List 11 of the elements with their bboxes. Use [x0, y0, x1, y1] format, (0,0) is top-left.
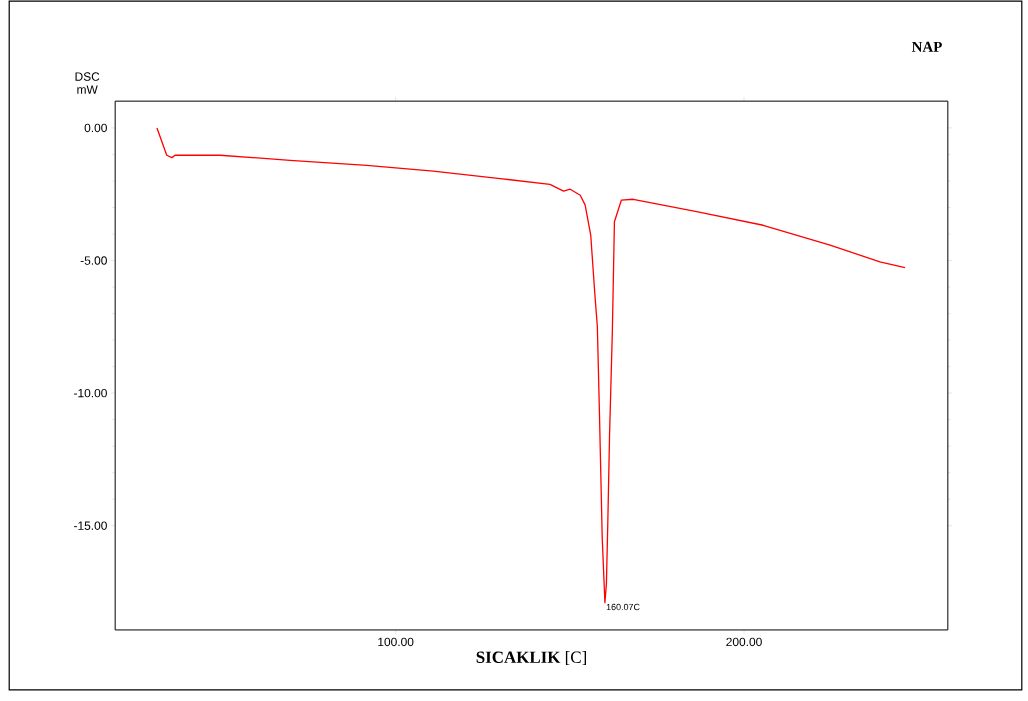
x-axis-title: SICAKLIK [C]	[476, 650, 586, 665]
y-tick-label: 0.00	[84, 123, 107, 133]
line-series	[156, 127, 906, 604]
x-tick-label: 200.00	[726, 637, 762, 647]
y-tick-label: -10.00	[74, 388, 107, 398]
y-tick-label: -15.00	[74, 521, 107, 530]
y-axis-title: DSC mW	[75, 72, 100, 94]
chart-title: NAP	[911, 41, 942, 52]
annotation: 160.07C	[606, 603, 640, 611]
x-tick-label: 100.00	[378, 637, 414, 647]
y-tick-label: -5.00	[80, 256, 107, 265]
